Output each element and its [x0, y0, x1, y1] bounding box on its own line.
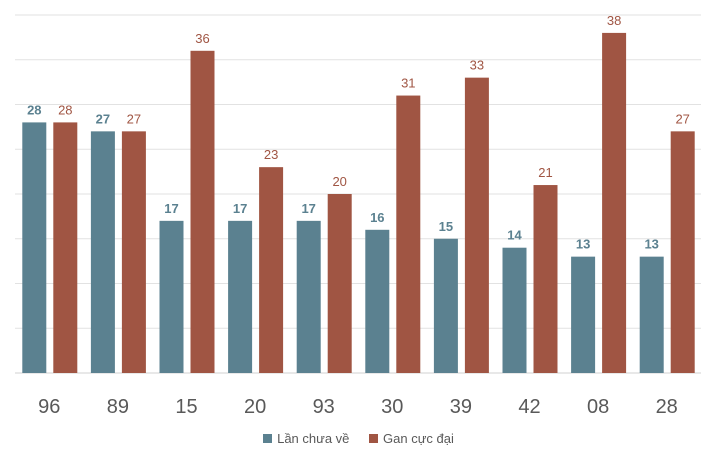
x-tick-label: 93: [313, 396, 335, 418]
data-label: 28: [58, 102, 72, 117]
data-label: 13: [576, 237, 590, 252]
data-label: 17: [301, 201, 315, 216]
legend-swatch: [263, 434, 273, 443]
data-label: 33: [470, 58, 484, 73]
bar-gan-cuc-dai: [533, 185, 558, 373]
legend-item-gan-cuc-dai: Gan cực đại: [369, 431, 454, 446]
bar-lan-chua-ve: [159, 220, 184, 373]
data-label: 20: [332, 174, 346, 189]
data-label: 23: [264, 147, 278, 162]
data-label: 21: [538, 165, 552, 180]
x-tick-label: 08: [587, 396, 609, 418]
data-label: 38: [607, 13, 621, 28]
data-label: 15: [439, 219, 453, 234]
bar-lan-chua-ve: [22, 122, 47, 374]
data-label: 27: [127, 111, 141, 126]
bar-lan-chua-ve: [502, 247, 527, 373]
x-tick-label: 28: [656, 396, 678, 418]
x-tick-label: 20: [244, 396, 266, 418]
data-label: 28: [27, 102, 41, 117]
bar-gan-cuc-dai: [190, 50, 215, 374]
x-tick-label: 30: [381, 396, 403, 418]
legend-label: Gan cực đại: [383, 431, 454, 446]
legend-label: Lần chưa về: [277, 431, 350, 446]
bar-gan-cuc-dai: [464, 77, 489, 374]
bar-gan-cuc-dai: [259, 167, 284, 373]
legend: Lần chưa về Gan cực đại: [0, 431, 717, 446]
data-label: 14: [507, 228, 522, 243]
bar-lan-chua-ve: [639, 256, 664, 373]
x-tick-label: 15: [175, 396, 197, 418]
bar-lan-chua-ve: [365, 229, 390, 373]
data-label: 16: [370, 210, 384, 225]
data-label: 13: [644, 237, 658, 252]
x-tick-label: 42: [518, 396, 540, 418]
bar-gan-cuc-dai: [327, 194, 352, 373]
data-label: 17: [233, 201, 247, 216]
bar-gan-cuc-dai: [602, 32, 627, 374]
bar-lan-chua-ve: [571, 256, 596, 373]
data-label: 36: [195, 31, 209, 46]
x-tick-label: 89: [107, 396, 129, 418]
x-tick-label: 96: [38, 396, 60, 418]
bar-gan-cuc-dai: [121, 131, 146, 373]
bar-gan-cuc-dai: [670, 131, 695, 373]
legend-item-lan-chua-ve: Lần chưa về: [263, 431, 349, 446]
bar-lan-chua-ve: [228, 220, 253, 373]
bar-lan-chua-ve: [90, 131, 115, 373]
bar-lan-chua-ve: [296, 220, 321, 373]
legend-swatch: [369, 434, 379, 443]
data-label: 17: [164, 201, 178, 216]
bar-gan-cuc-dai: [53, 122, 78, 374]
x-tick-label: 39: [450, 396, 472, 418]
bar-lan-chua-ve: [433, 238, 458, 373]
data-label: 27: [96, 111, 110, 126]
data-label: 31: [401, 76, 415, 91]
data-label: 27: [675, 111, 689, 126]
bar-gan-cuc-dai: [396, 95, 421, 374]
